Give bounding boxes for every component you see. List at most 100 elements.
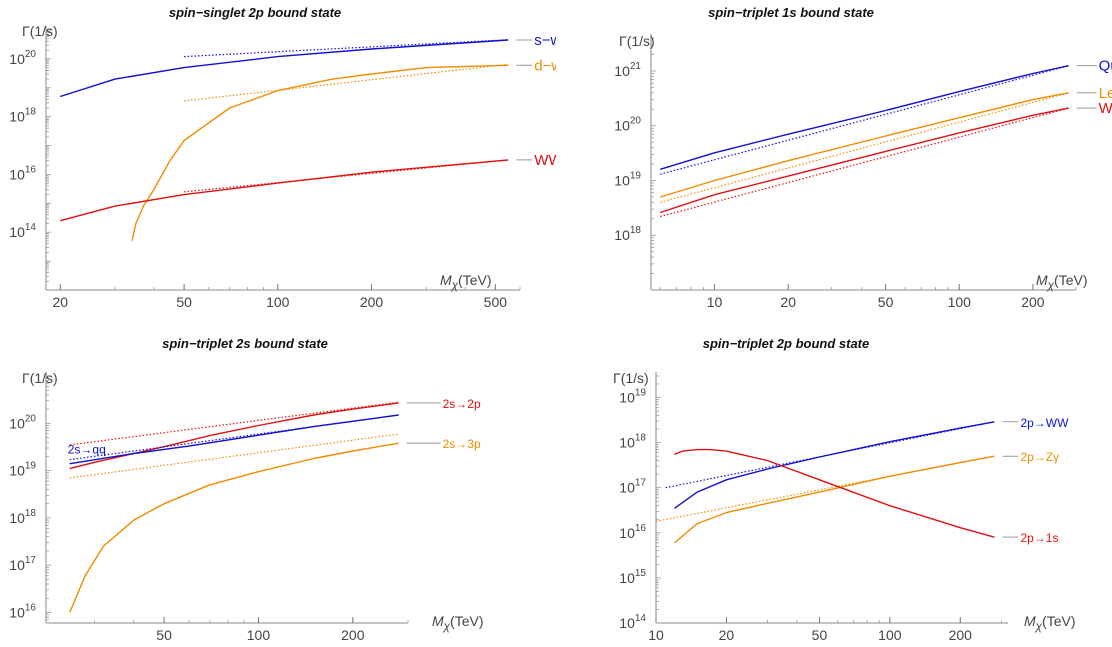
y-axis-label: Γ(1/s) <box>619 33 655 49</box>
chart-panel-3: 50 100 200 1016 1017 1018 1019 1020 2s→2p 2s→3p 2s… <box>0 323 556 647</box>
y-tick-label: 1018 <box>619 433 646 451</box>
series-line <box>659 107 1069 214</box>
chart-plot: 20 50 100 200 500 1014 1016 1018 1020 s−wave d−wav… <box>9 26 556 310</box>
x-axis-unit: (TeV) <box>450 613 484 629</box>
y-tick-label: 1014 <box>619 613 646 631</box>
y-axis-label: Γ(1/s) <box>22 370 58 386</box>
series-reference-line <box>69 414 399 461</box>
series-line <box>69 402 399 470</box>
series-line <box>674 455 995 544</box>
x-axis-unit: (TeV) <box>458 272 492 288</box>
y-tick-label: 1020 <box>9 413 36 431</box>
y-tick-label: 1017 <box>9 555 36 573</box>
series-label: d−wave <box>534 57 556 74</box>
y-tick-label: 1016 <box>9 164 36 182</box>
x-tick-label: 50 <box>156 627 172 643</box>
x-tick-label: 200 <box>341 627 365 643</box>
x-tick-label: 100 <box>948 294 972 310</box>
series-label: 2p→WW <box>1020 416 1069 430</box>
x-tick-label: 50 <box>176 294 192 310</box>
series-line <box>60 159 509 222</box>
y-tick-label: 1017 <box>619 478 646 496</box>
chart-panel-1: 20 50 100 200 500 1014 1016 1018 1020 s−wave d−wav… <box>0 0 556 323</box>
x-tick-label: 50 <box>878 294 894 310</box>
series-reference-line <box>660 65 1069 175</box>
x-axis-symbol: M <box>432 613 444 629</box>
chart-plot: 10 20 50 100 200 1014 1015 1016 1017 1018 1019 2p→W… <box>619 372 1069 643</box>
y-tick-label: 1018 <box>614 225 641 243</box>
y-axis-label: Γ(1/s) <box>613 370 649 386</box>
x-axis-symbol: M <box>440 272 452 288</box>
y-tick-label: 1016 <box>9 603 36 621</box>
chart-title: spin−triplet 1s bound state <box>708 5 874 20</box>
chart-title: spin−triplet 2s bound state <box>162 336 328 351</box>
series-line <box>131 64 509 242</box>
y-tick-label: 1021 <box>614 61 641 79</box>
x-axis-symbol: M <box>1024 613 1036 629</box>
y-tick-label: 1015 <box>619 568 646 586</box>
series-reference-line <box>655 455 995 522</box>
y-tick-label: 1019 <box>614 170 641 188</box>
x-axis-subscript: χ <box>1035 619 1043 633</box>
y-tick-label: 1020 <box>614 116 641 134</box>
x-tick-label: 20 <box>780 294 796 310</box>
series-line <box>659 92 1069 198</box>
series-reference-line <box>184 39 509 58</box>
series-line <box>659 65 1069 170</box>
y-tick-label: 1014 <box>9 222 36 240</box>
series-line <box>674 448 995 538</box>
series-reference-line <box>69 433 399 479</box>
series-label: 2p→Zγ <box>1020 450 1059 464</box>
x-axis-subscript: χ <box>443 619 451 633</box>
series-label: 2p→1s <box>1020 531 1058 545</box>
series-reference-line <box>660 92 1069 203</box>
x-axis-subscript: χ <box>1047 278 1055 292</box>
series-label: WW <box>534 152 556 169</box>
chart-panel-4: 10 20 50 100 200 1014 1015 1016 1017 1018 1019 2p→W… <box>556 323 1112 647</box>
x-axis-label: Mχ(TeV) <box>432 613 484 633</box>
series-label: 2s→3p <box>443 437 481 451</box>
x-tick-label: 10 <box>648 627 664 643</box>
y-axis-label: Γ(1/s) <box>22 23 58 39</box>
x-axis-unit: (TeV) <box>1054 272 1088 288</box>
series-line <box>69 442 399 613</box>
series-label: 2s→qq <box>68 443 106 457</box>
chart-title: spin−triplet 2p bound state <box>702 336 870 351</box>
x-axis-label: Mχ(TeV) <box>440 272 492 292</box>
series-label: Leptons <box>1099 85 1112 102</box>
x-tick-label: 100 <box>878 627 902 643</box>
x-tick-label: 200 <box>1021 294 1045 310</box>
series-line <box>674 421 995 509</box>
series-reference-line <box>184 63 509 102</box>
series-label: Quarks <box>1099 58 1112 75</box>
x-axis-subscript: χ <box>451 278 459 292</box>
y-tick-label: 1019 <box>9 461 36 479</box>
y-tick-label: 1018 <box>9 508 36 526</box>
x-tick-label: 20 <box>719 627 735 643</box>
y-tick-label: 1020 <box>9 49 36 67</box>
x-tick-label: 500 <box>484 294 508 310</box>
x-tick-label: 50 <box>812 627 828 643</box>
x-axis-label: Mχ(TeV) <box>1024 613 1076 633</box>
series-label: WW, Zh <box>1099 100 1112 117</box>
y-tick-label: 1016 <box>619 523 646 541</box>
x-tick-label: 10 <box>707 294 723 310</box>
series-reference-line <box>660 107 1069 218</box>
x-axis-symbol: M <box>1036 272 1048 288</box>
series-label: s−wave <box>534 32 556 49</box>
x-tick-label: 200 <box>360 294 384 310</box>
chart-plot: 1020501002001018101910201021QuarksLepton… <box>614 34 1112 310</box>
x-tick-label: 20 <box>52 294 68 310</box>
x-tick-label: 100 <box>266 294 290 310</box>
y-tick-label: 1019 <box>619 388 646 406</box>
series-reference-line <box>69 401 399 446</box>
x-tick-label: 200 <box>949 627 973 643</box>
series-line <box>59 39 509 98</box>
y-tick-label: 1018 <box>9 107 36 125</box>
chart-panel-2: 1020501002001018101910201021QuarksLepton… <box>556 0 1112 323</box>
chart-plot: 50 100 200 1016 1017 1018 1019 1020 2s→2p 2s→3p 2s… <box>9 372 481 643</box>
series-label: 2s→2p <box>443 397 481 411</box>
x-tick-label: 100 <box>247 627 271 643</box>
chart-title: spin−singlet 2p bound state <box>168 5 342 20</box>
x-axis-label: Mχ(TeV) <box>1036 272 1088 292</box>
